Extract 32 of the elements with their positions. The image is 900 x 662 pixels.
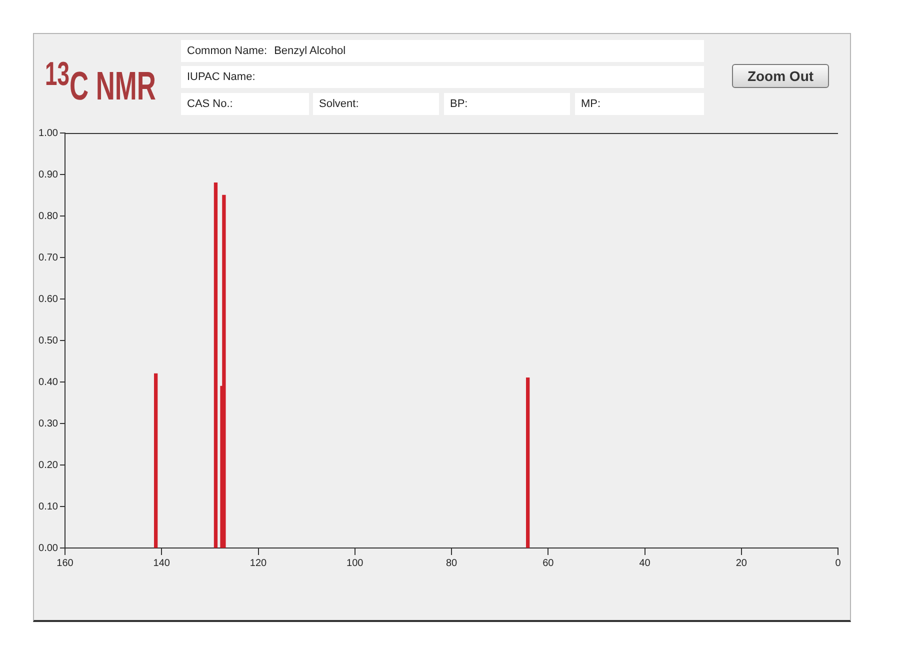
text-field: MP: <box>575 93 704 115</box>
y-tick-label: 0.80 <box>38 210 58 222</box>
chart-title: $^{13}$C NMR <box>45 55 156 108</box>
x-tick-label: 80 <box>446 558 458 569</box>
button: Zoom Out <box>732 64 829 88</box>
bar <box>154 373 158 548</box>
y-tick-label: 0.00 <box>38 542 58 554</box>
bar <box>214 182 218 548</box>
y-tick-label: 0.40 <box>38 376 58 388</box>
bar <box>526 378 530 548</box>
bar <box>222 194 226 548</box>
y-tick-label: 0.70 <box>38 252 58 264</box>
y-tick-label: 0.50 <box>38 335 58 346</box>
y-tick-label: 0.10 <box>38 501 58 512</box>
text-field: Common Name: Benzyl Alcohol <box>181 40 704 62</box>
x-tick-label: 120 <box>250 558 268 569</box>
x-tick-label: 100 <box>346 558 364 569</box>
y-tick-label: 0.20 <box>38 460 58 471</box>
text-field: BP: <box>444 93 570 115</box>
y-tick-label: 1.00 <box>38 128 58 139</box>
x-tick-label: 60 <box>542 558 554 569</box>
y-tick-label: 0.30 <box>38 418 58 430</box>
x-tick-label: 20 <box>736 558 748 569</box>
y-tick-label: 0.90 <box>38 169 58 180</box>
text-field: Solvent: <box>313 93 439 115</box>
x-tick-label: 160 <box>56 558 74 569</box>
x-tick-label: 0 <box>835 558 842 569</box>
text-field: IUPAC Name: <box>181 66 704 88</box>
x-tick-label: 140 <box>153 558 170 569</box>
text-field: CAS No.: <box>181 93 309 115</box>
y-tick-label: 0.60 <box>38 294 58 305</box>
x-tick-label: 40 <box>639 558 651 569</box>
